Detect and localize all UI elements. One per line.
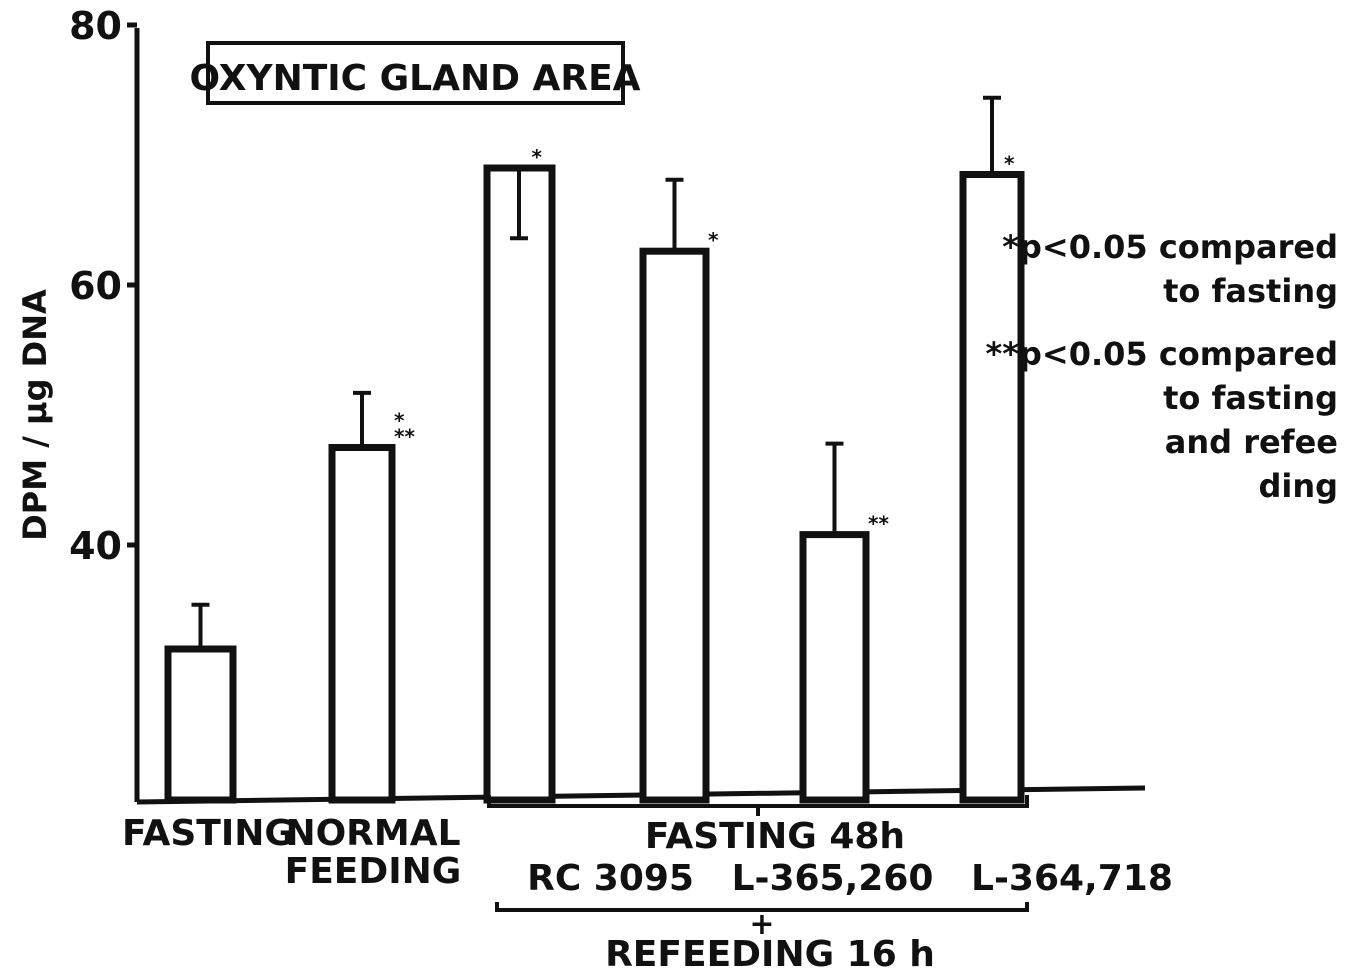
significance-markers: ********	[394, 145, 1015, 536]
significance-marker: *	[708, 228, 719, 252]
significance-marker: *	[532, 145, 543, 169]
significance-marker: **	[868, 512, 889, 536]
y-tick-label: 40	[69, 524, 122, 568]
bar	[799, 531, 870, 804]
significance-marker: *	[1004, 152, 1015, 176]
chart-title: OXYNTIC GLAND AREA	[189, 58, 640, 99]
legend-entry-line: *p<0.05 compared	[1002, 228, 1338, 266]
y-ticks: 40 60 80	[69, 4, 137, 568]
legend-entry-line: ding	[1258, 467, 1338, 505]
group-label-top: FASTING 48h	[645, 816, 905, 857]
refeeding-group-bracket	[495, 902, 1029, 912]
y-axis-label: DPM / μg DNA	[16, 289, 54, 541]
category-label: FEEDING	[285, 851, 462, 892]
bar	[164, 645, 237, 804]
legend: *p<0.05 compared to fasting **p<0.05 compa…	[986, 228, 1338, 505]
group-label-plus: +	[749, 907, 774, 942]
bars	[164, 164, 1025, 804]
significance-marker: **	[394, 425, 415, 449]
y-tick-label: 80	[69, 4, 122, 48]
category-label: NORMAL	[285, 813, 460, 854]
legend-entry-line: and refee	[1165, 423, 1338, 461]
legend-entry-line: to fasting	[1163, 272, 1338, 310]
group-label-bottom: REFEEDING 16 h	[605, 934, 935, 974]
legend-entry-line: to fasting	[1163, 379, 1338, 417]
group-label-subgroups: RC 3095 L-365,260 L-364,718	[527, 858, 1173, 899]
significance-marker: *	[394, 409, 405, 433]
y-tick-label: 60	[69, 264, 122, 308]
error-bars	[191, 95, 1001, 649]
category-label: FASTING	[122, 813, 294, 854]
bar	[639, 247, 710, 804]
bar	[959, 171, 1025, 804]
bar	[328, 444, 396, 804]
chart-title-box	[206, 41, 625, 105]
bar	[483, 164, 556, 804]
legend-entry-line: **p<0.05 compared	[986, 335, 1338, 373]
